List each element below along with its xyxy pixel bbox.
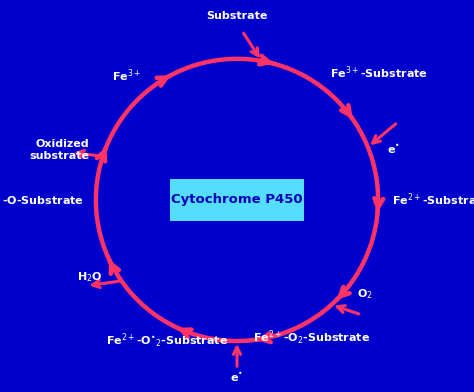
Text: Fe$^{3+}$: Fe$^{3+}$	[112, 67, 142, 84]
Text: H$_2$O: H$_2$O	[76, 270, 102, 284]
Text: Fe$^{2+}$-O$^{•}$$_2$-Substrate: Fe$^{2+}$-O$^{•}$$_2$-Substrate	[106, 332, 228, 350]
Text: Fe$^{3+}$-O-Substrate: Fe$^{3+}$-O-Substrate	[0, 192, 84, 208]
Text: Substrate: Substrate	[206, 11, 268, 21]
Text: Cytochrome P450: Cytochrome P450	[171, 193, 303, 207]
Text: e$^{•}$: e$^{•}$	[386, 143, 400, 156]
Text: Fe$^{2+}$-O$_2$-Substrate: Fe$^{2+}$-O$_2$-Substrate	[253, 329, 370, 347]
Text: e$^{•}$: e$^{•}$	[230, 371, 244, 384]
Text: O$_2$: O$_2$	[357, 287, 373, 301]
Text: Oxidized
substrate: Oxidized substrate	[29, 139, 90, 161]
Text: Fe$^{2+}$-Substrate: Fe$^{2+}$-Substrate	[392, 192, 474, 208]
FancyBboxPatch shape	[170, 179, 304, 221]
Text: Fe$^{3+}$-Substrate: Fe$^{3+}$-Substrate	[330, 64, 428, 81]
